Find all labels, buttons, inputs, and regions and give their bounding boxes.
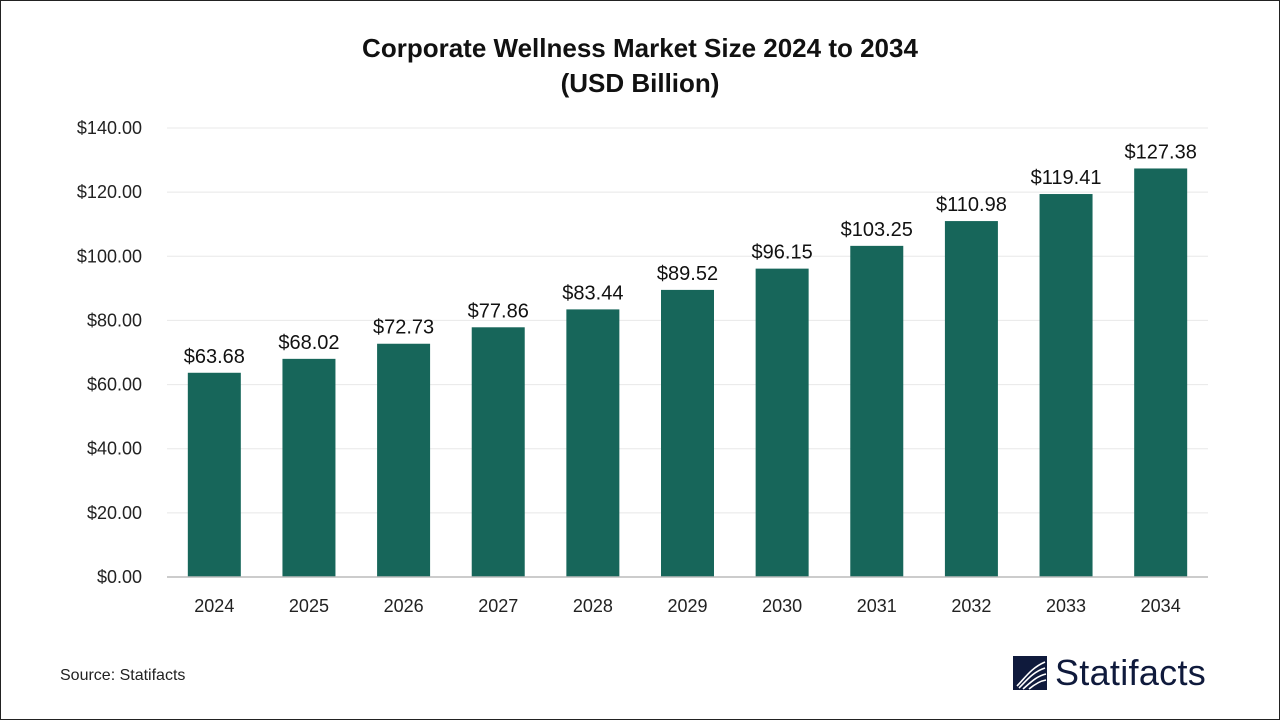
statifacts-logo: Statifacts [1013,652,1206,694]
bar [661,289,714,577]
bar [944,221,998,577]
data-label: $63.68 [184,346,245,368]
data-label: $72.73 [373,317,434,339]
bar [282,358,336,577]
x-tick-label: 2025 [289,596,329,616]
data-label: $103.25 [841,219,913,241]
y-tick-label: $80.00 [87,310,142,330]
chart-title: Corporate Wellness Market Size 2024 to 2… [362,33,918,63]
data-label: $68.02 [278,332,339,354]
data-label: $119.41 [1031,167,1102,189]
bar [1134,168,1188,578]
y-tick-label: $40.00 [87,439,142,459]
x-tick-label: 2026 [384,596,424,616]
bar [187,372,241,577]
data-label: $89.52 [657,263,718,285]
y-tick-label: $0.00 [97,567,142,587]
data-label: $83.44 [562,282,623,304]
x-tick-label: 2032 [951,596,991,616]
x-tick-label: 2033 [1046,596,1086,616]
y-tick-label: $140.00 [77,118,142,138]
y-tick-label: $20.00 [87,503,142,523]
bar [1039,194,1093,577]
x-tick-label: 2027 [478,596,518,616]
source-note: Source: Statifacts [60,667,186,684]
bar [471,327,525,577]
bar [755,268,809,577]
bar [377,343,431,577]
data-label: $96.15 [752,242,813,264]
logo-text: Statifacts [1055,652,1207,693]
data-label: $77.86 [468,300,529,322]
x-tick-label: 2029 [667,596,707,616]
data-label: $127.38 [1125,141,1197,163]
chart-subtitle: (USD Billion) [560,68,720,98]
x-tick-label: 2028 [573,596,613,616]
y-tick-label: $120.00 [77,182,142,202]
x-tick-label: 2034 [1141,596,1181,616]
x-tick-label: 2024 [194,596,234,616]
bar [850,245,904,578]
x-tick-label: 2030 [762,596,802,616]
x-tick-label: 2031 [857,596,897,616]
data-label: $110.98 [936,194,1007,216]
statifacts-logo-icon [1013,656,1047,690]
y-tick-label: $60.00 [87,375,142,395]
bar [566,309,620,577]
y-tick-label: $100.00 [77,246,142,266]
